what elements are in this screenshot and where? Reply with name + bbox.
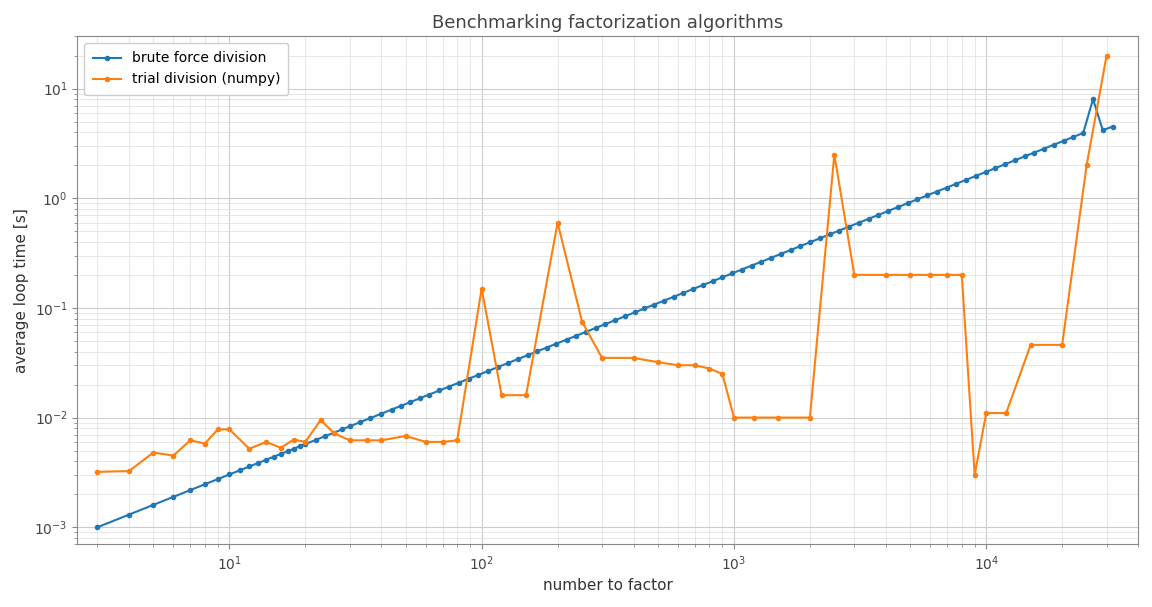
Title: Benchmarking factorization algorithms: Benchmarking factorization algorithms [432, 14, 783, 32]
brute force division [1106, 123, 1120, 131]
Y-axis label: average loop time [s]: average loop time [s] [14, 208, 29, 373]
trial division (numpy) [91, 468, 105, 475]
Legend: brute force division, trial division (numpy): brute force division, trial division (nu… [84, 43, 288, 95]
X-axis label: number to factor: number to factor [543, 578, 673, 593]
brute force division [91, 524, 105, 531]
trial division (numpy) [1024, 341, 1038, 348]
trial division (numpy) [968, 471, 982, 478]
Line: trial division (numpy): trial division (numpy) [96, 53, 1108, 477]
Line: brute force division: brute force division [96, 97, 1115, 529]
brute force division [1086, 95, 1100, 103]
brute force division [813, 235, 827, 242]
trial division (numpy) [688, 362, 702, 369]
trial division (numpy) [183, 436, 197, 444]
brute force division [862, 215, 876, 223]
brute force division [715, 274, 729, 281]
trial division (numpy) [520, 392, 533, 399]
trial division (numpy) [715, 370, 729, 378]
brute force division [222, 471, 236, 478]
brute force division [374, 410, 388, 418]
trial division (numpy) [1100, 52, 1114, 59]
trial division (numpy) [399, 432, 412, 439]
brute force division [579, 328, 593, 336]
